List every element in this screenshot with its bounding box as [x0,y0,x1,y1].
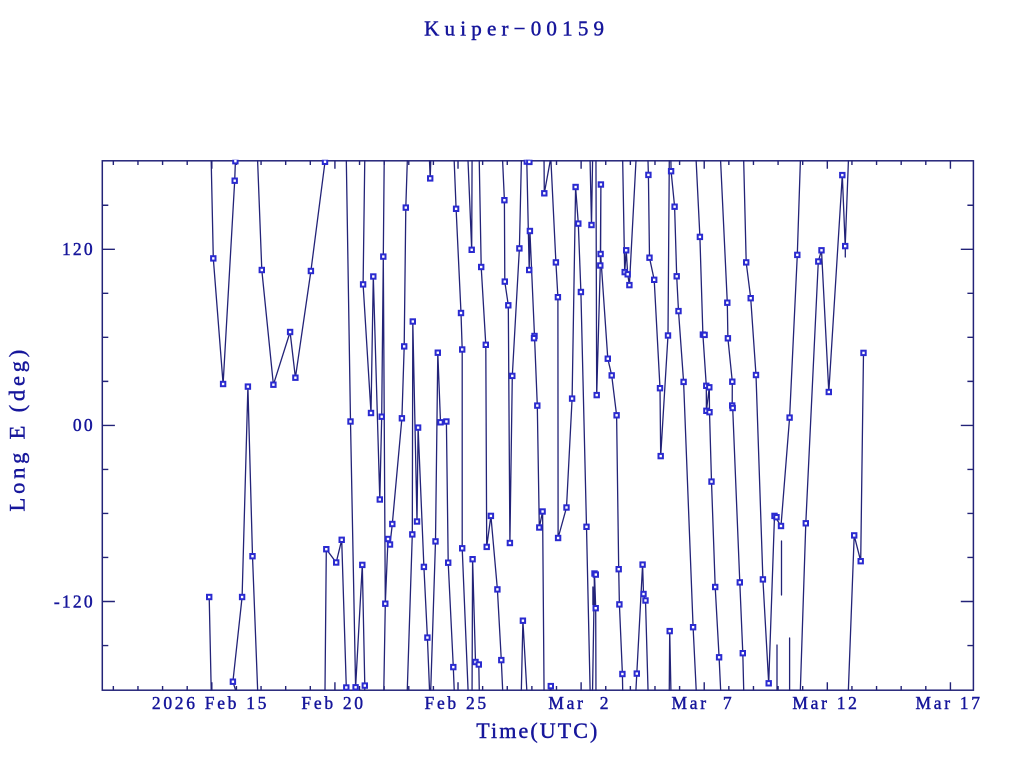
svg-text:Feb 20: Feb 20 [301,693,365,713]
svg-text:120: 120 [62,239,95,259]
svg-text:Mar 17: Mar 17 [915,693,982,713]
svg-text:Feb 25: Feb 25 [425,693,489,713]
svg-text:Kuiper−00159: Kuiper−00159 [424,16,609,40]
svg-text:Time(UTC): Time(UTC) [476,718,599,743]
svg-text:Long E (deg): Long E (deg) [5,346,30,512]
svg-text:Mar 7: Mar 7 [671,693,734,713]
svg-text:-120: -120 [54,591,95,611]
svg-text:Mar 12: Mar 12 [792,693,859,713]
svg-text:Mar 2: Mar 2 [548,693,611,713]
svg-text:00: 00 [73,415,95,435]
svg-text:2026 Feb 15: 2026 Feb 15 [152,693,269,713]
